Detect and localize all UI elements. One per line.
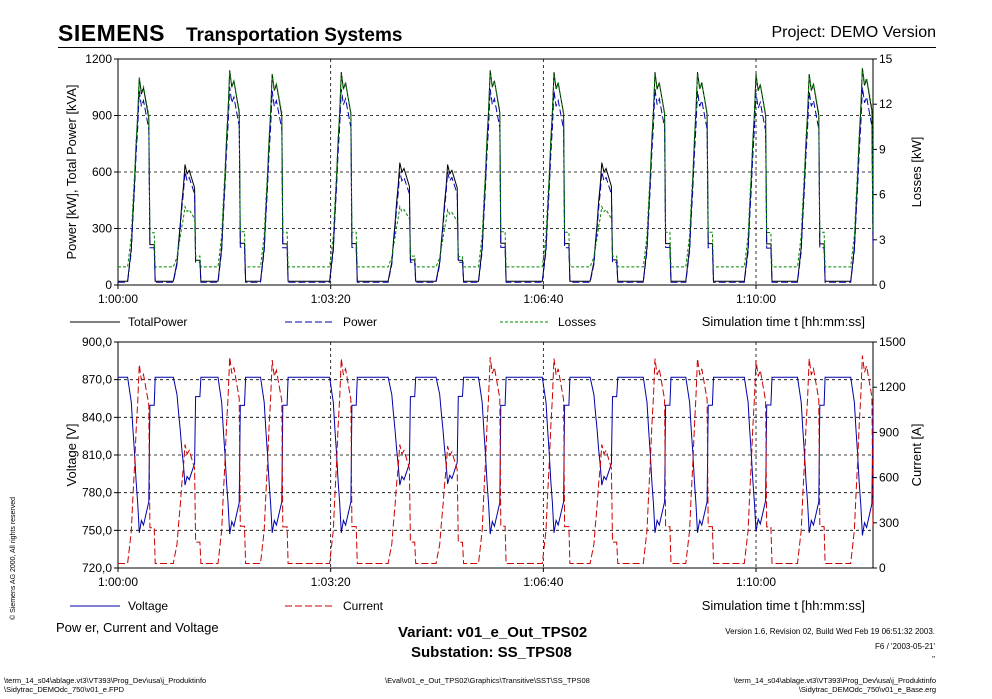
x-tick-label: 1:00:00 xyxy=(98,292,138,306)
chart-2: 720,0 750,0 780,0 810,0 840,0 870,0 900,0 0 300 6… xyxy=(64,335,924,613)
x-tick-label: 1:06:40 xyxy=(523,292,563,306)
plot-frame xyxy=(117,58,874,286)
siemens-logo: SIEMENS xyxy=(58,20,166,46)
y-tick-label: 900,0 xyxy=(82,335,112,349)
y-tick-label: 720,0 xyxy=(82,561,112,575)
series-line-losses xyxy=(118,67,873,268)
x-axis-label: Simulation time t [hh:mm:ss] xyxy=(702,598,865,613)
y-tick-label: 810,0 xyxy=(82,448,112,462)
footer-path-right-line1: \term_14_s04\ablage.vt3\VT393\Prog_Dev\u… xyxy=(733,676,936,685)
y2-tick-label: 12 xyxy=(879,97,893,111)
y2-tick-label: 300 xyxy=(879,516,899,530)
variant-label: Variant: v01_e_Out_TPS02 xyxy=(398,624,588,641)
y-tick-label: 870,0 xyxy=(82,373,112,387)
legend-label-current: Current xyxy=(343,599,384,613)
y2-axis-label: Losses [kW] xyxy=(909,137,924,208)
footer-path-left-line1: \term_14_s04\ablage.vt3\VT393\Prog_Dev\u… xyxy=(4,676,207,685)
version-info-line3: " xyxy=(932,655,935,664)
x-tick-label: 1:10:00 xyxy=(736,292,776,306)
legend-label-totalpower: TotalPower xyxy=(128,315,187,329)
y2-tick-label: 1500 xyxy=(879,335,906,349)
y2-tick-label: 900 xyxy=(879,425,899,439)
chart-1: 0 300 600 900 1200 0 3 6 9 12 15 1:00:00 1:03:20 1:06… xyxy=(64,52,924,329)
version-info: Version 1.6, Revision 02, Build Wed Feb … xyxy=(725,627,935,636)
plot-title: Pow er, Current and Voltage xyxy=(56,620,219,635)
legend-label-power: Power xyxy=(343,315,377,329)
footer-path-left: \term_14_s04\ablage.vt3\VT393\Prog_Dev\u… xyxy=(4,676,206,694)
version-info-line2: F6 / '2003-05-21' xyxy=(875,642,935,651)
y2-tick-label: 3 xyxy=(879,233,886,247)
y-tick-label: 900 xyxy=(92,109,112,123)
copyright-note: © Siemens AG 2000, All rights reserved xyxy=(10,496,17,620)
footer-path-right: \term_14_s04\ablage.vt3\VT393\Prog_Dev\u… xyxy=(734,676,936,694)
y-axis-label: Power [kW], Total Power [kVA] xyxy=(64,84,79,259)
legend-label-voltage: Voltage xyxy=(128,599,168,613)
x-axis-label: Simulation time t [hh:mm:ss] xyxy=(702,314,865,329)
y2-tick-label: 0 xyxy=(879,278,886,292)
y-axis-label: Voltage [V] xyxy=(64,424,79,487)
y-tick-label: 600 xyxy=(92,165,112,179)
header-title: Transportation Systems xyxy=(186,25,403,46)
x-tick-label: 1:06:40 xyxy=(523,575,563,589)
y2-tick-label: 600 xyxy=(879,471,899,485)
x-tick-label: 1:00:00 xyxy=(98,575,138,589)
legend-label-losses: Losses xyxy=(558,315,596,329)
series-line-current xyxy=(118,355,873,564)
footer-path-right-line2: \Sidytrac_DEMOdc_750\v01_e_Base.erg xyxy=(798,685,936,694)
plot-frame xyxy=(117,341,874,569)
header-divider xyxy=(58,47,936,48)
project-label: Project: DEMO Version xyxy=(771,24,937,41)
y-tick-label: 840,0 xyxy=(82,410,112,424)
series-line-power xyxy=(118,87,873,283)
footer-path-left-line2: \Sidytrac_DEMOdc_750\v01_e.FPD xyxy=(4,685,125,694)
y-tick-label: 0 xyxy=(105,278,112,292)
substation-label: Substation: SS_TPS08 xyxy=(411,644,572,661)
x-tick-label: 1:10:00 xyxy=(736,575,776,589)
y2-tick-label: 9 xyxy=(879,142,886,156)
x-tick-label: 1:03:20 xyxy=(311,575,351,589)
x-tick-label: 1:03:20 xyxy=(311,292,351,306)
y-tick-label: 1200 xyxy=(85,52,112,66)
y-tick-label: 750,0 xyxy=(82,523,112,537)
y2-tick-label: 15 xyxy=(879,52,893,66)
footer-path-mid: \Eval\v01_e_Out_TPS02\Graphics\Transitiv… xyxy=(385,676,590,685)
y2-axis-label: Current [A] xyxy=(909,424,924,487)
y2-tick-label: 0 xyxy=(879,561,886,575)
y-tick-label: 780,0 xyxy=(82,486,112,500)
y2-tick-label: 6 xyxy=(879,188,886,202)
y-tick-label: 300 xyxy=(92,222,112,236)
y2-tick-label: 1200 xyxy=(879,380,906,394)
series-line-voltage xyxy=(118,376,873,536)
